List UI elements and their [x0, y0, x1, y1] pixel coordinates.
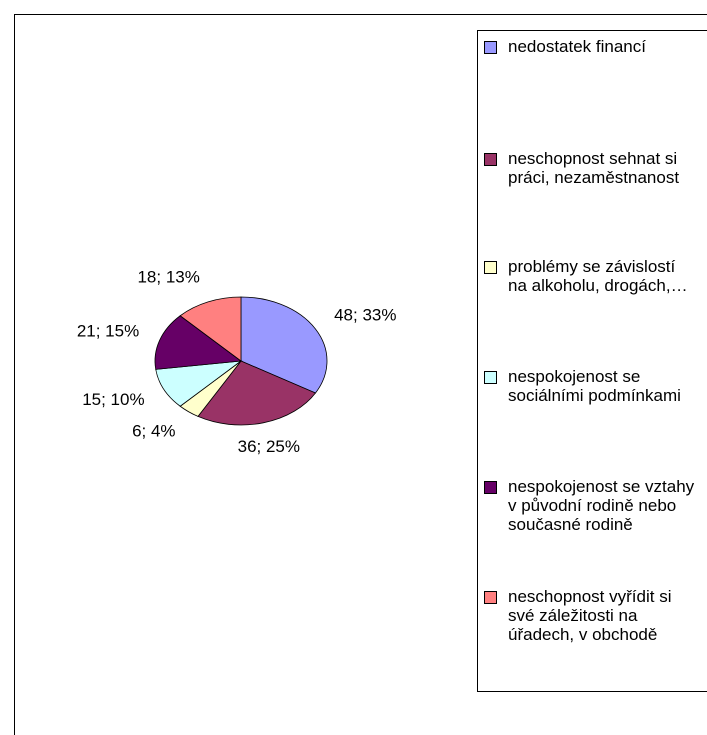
legend-label: nespokojenost se sociálními podmínkami: [508, 367, 681, 405]
legend-swatch: [484, 153, 497, 166]
legend-swatch: [484, 591, 497, 604]
data-label: 18; 13%: [137, 268, 199, 287]
legend-label: nedostatek financí: [508, 37, 646, 56]
legend-label: neschopnost sehnat si práci, nezaměstnan…: [508, 149, 680, 187]
data-label: 48; 33%: [334, 306, 396, 325]
legend-label: problémy se závislostí na alkoholu, drog…: [508, 257, 688, 295]
legend: nedostatek financí neschopnost sehnat si …: [477, 30, 707, 692]
legend-swatch: [484, 41, 497, 54]
legend-swatch: [484, 261, 497, 274]
pie-slice: [179, 296, 242, 362]
legend-swatch: [484, 481, 497, 494]
page: {"chart_data": {"type": "pie", "categori…: [14, 14, 707, 735]
pie-slice: [240, 296, 328, 394]
pie-slice: [197, 360, 317, 426]
data-label: 21; 15%: [77, 322, 139, 341]
legend-label: neschopnost vyřídit si své záležitosti n…: [508, 587, 672, 644]
pie-slice: [154, 315, 243, 370]
chart-frame: [14, 14, 707, 735]
legend-label: nespokojenost se vztahy v původní rodině…: [508, 477, 695, 534]
data-label: 6; 4%: [132, 422, 175, 441]
chart: 48; 33% 36; 25% 6; 4% 15; 10% 21; 15% 18; 13%: [77, 268, 397, 456]
legend-swatch: [484, 371, 497, 384]
data-label: 15; 10%: [82, 390, 144, 409]
data-label: 36; 25%: [238, 437, 300, 456]
